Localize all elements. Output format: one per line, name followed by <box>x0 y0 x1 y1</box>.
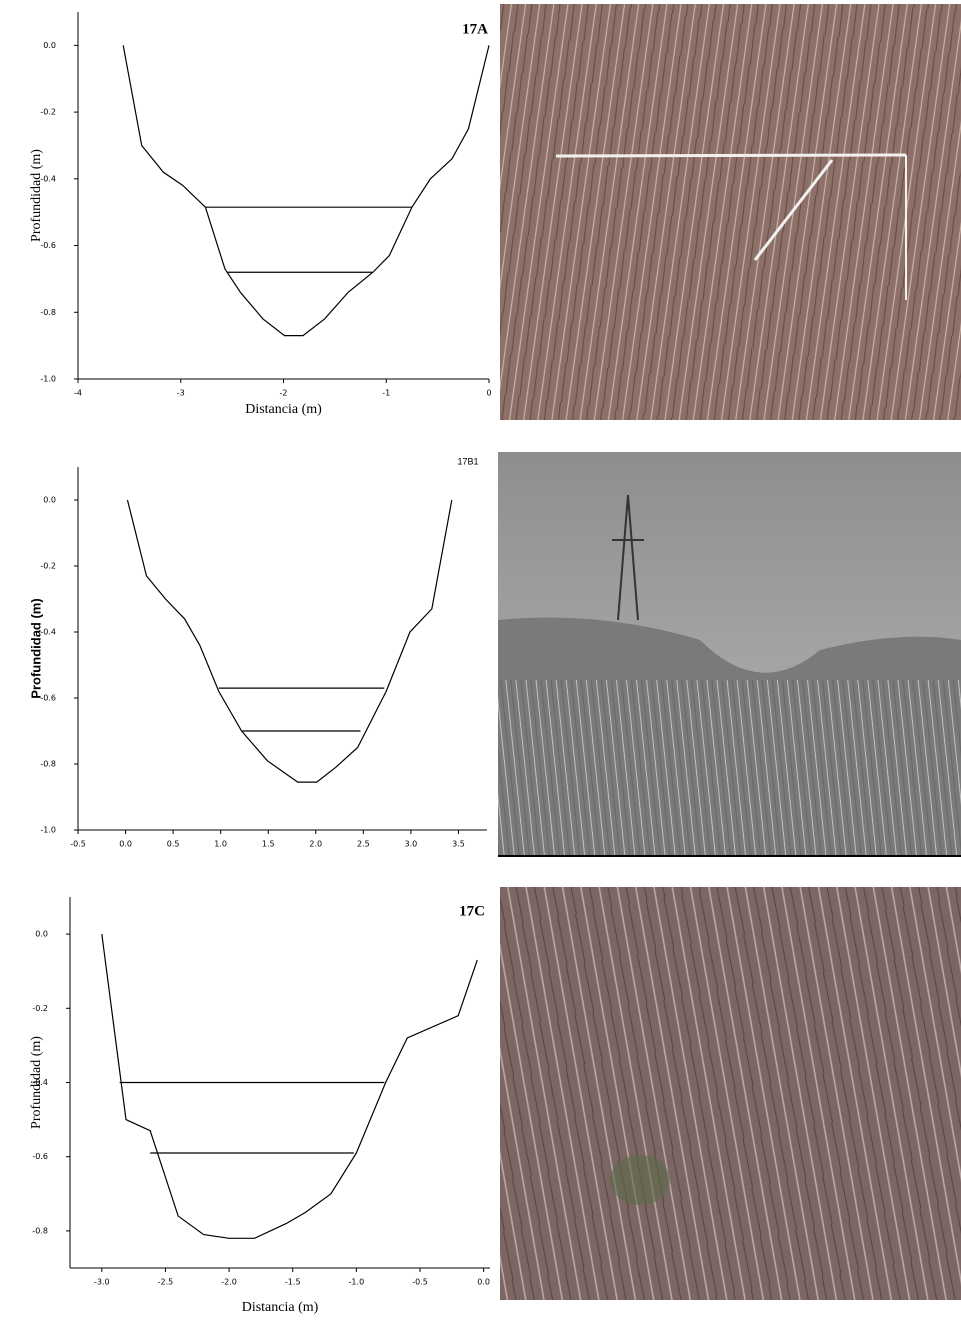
x-tick-label: -2 <box>280 389 288 398</box>
x-tick-label: 2.5 <box>357 840 370 849</box>
photo-1 <box>500 4 961 420</box>
x-tick-label: 1.5 <box>262 840 275 849</box>
panel-label: 17C <box>459 903 485 919</box>
x-tick-label: 1.0 <box>214 840 227 849</box>
profile-line <box>126 499 453 783</box>
x-tick-label: -4 <box>74 389 82 398</box>
x-tick-label: -1.0 <box>349 1278 365 1287</box>
x-tick-label: 0 <box>486 389 491 398</box>
x-tick-label: -1 <box>382 389 390 398</box>
x-tick-label: 0.5 <box>167 840 180 849</box>
x-tick-label: 0.0 <box>119 840 132 849</box>
x-tick-label: 3.0 <box>405 840 418 849</box>
x-axis-label: Distancia (m) <box>245 402 322 417</box>
panel-label: 17B1 <box>457 456 478 466</box>
y-tick-label: 0.0 <box>43 496 56 505</box>
profile-line <box>122 45 490 337</box>
y-tick-label: -0.4 <box>32 1078 48 1087</box>
photo-3 <box>500 887 961 1300</box>
x-tick-label: -2.5 <box>158 1278 174 1287</box>
y-tick-label: 0.0 <box>35 930 48 939</box>
y-tick-label: -0.8 <box>32 1226 48 1235</box>
x-tick-label: -3 <box>177 389 185 398</box>
x-tick-label: -3.0 <box>94 1278 110 1287</box>
panel-label: 17A <box>462 21 488 37</box>
x-axis-label: Distancia (m) <box>242 1300 319 1315</box>
y-tick-label: -0.6 <box>40 694 56 703</box>
y-tick-label: -0.4 <box>40 174 56 183</box>
x-tick-label: -0.5 <box>412 1278 428 1287</box>
x-tick-label: -2.0 <box>221 1278 237 1287</box>
y-tick-label: -0.2 <box>40 562 56 571</box>
y-tick-label: -1.0 <box>40 375 56 384</box>
photo-2 <box>498 452 961 857</box>
y-axis-label: Profundidad (m) <box>28 598 43 698</box>
x-tick-label: 3.5 <box>452 840 465 849</box>
y-tick-label: -0.8 <box>40 760 56 769</box>
x-tick-label: 2.0 <box>309 840 322 849</box>
y-tick-label: -1.0 <box>40 826 56 835</box>
y-tick-label: -0.2 <box>32 1004 48 1013</box>
x-tick-label: -0.5 <box>70 840 86 849</box>
y-tick-label: -0.4 <box>40 628 56 637</box>
y-tick-label: 0.0 <box>43 41 56 50</box>
y-tick-label: -0.6 <box>40 241 56 250</box>
y-tick-label: -0.6 <box>32 1152 48 1161</box>
y-tick-label: -0.8 <box>40 308 56 317</box>
x-tick-label: 0.0 <box>477 1278 490 1287</box>
y-tick-label: -0.2 <box>40 108 56 117</box>
y-axis-label: Profundidad (m) <box>29 149 44 242</box>
x-tick-label: -1.5 <box>285 1278 301 1287</box>
profile-line <box>101 934 478 1239</box>
y-axis-label: Profundidad (m) <box>29 1036 44 1129</box>
